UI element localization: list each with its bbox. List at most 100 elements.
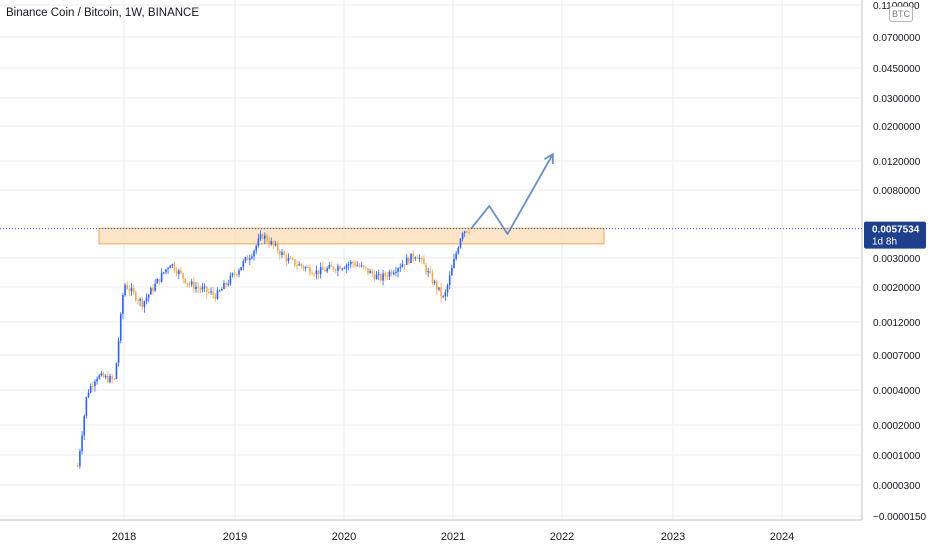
candle-body: [257, 238, 260, 246]
candle-body: [315, 270, 318, 275]
candle-body: [384, 273, 386, 276]
candle-body: [270, 241, 273, 245]
candle-body: [169, 265, 171, 269]
candle-body: [332, 266, 335, 270]
candle-body: [244, 257, 247, 262]
candle-body: [397, 268, 399, 272]
candle-body: [429, 270, 432, 273]
candle-body: [111, 376, 113, 379]
symbol-title[interactable]: Binance Coin / Bitcoin, 1W, BINANCE: [6, 7, 200, 19]
candle-body: [98, 375, 101, 379]
current-price-value: 0.0057534: [872, 225, 920, 236]
candle-body: [259, 234, 262, 239]
candle-body: [457, 247, 460, 254]
candle-body: [89, 385, 92, 393]
candle-body: [173, 264, 176, 271]
candle-body: [190, 281, 193, 285]
candle-body: [386, 275, 389, 277]
candle-body: [195, 286, 197, 289]
candle-body: [352, 261, 354, 264]
candle-body: [414, 257, 417, 259]
candle-body: [423, 258, 425, 265]
y-tick-label: 0.0012000: [873, 318, 921, 329]
candle-body: [326, 268, 328, 272]
candle-body: [208, 291, 210, 293]
y-tick-label: 0.0002000: [873, 421, 921, 432]
candle-body: [203, 286, 206, 288]
candle-body: [433, 281, 436, 283]
y-tick-label: 0.0000300: [873, 481, 921, 492]
candle-body: [130, 287, 133, 292]
candle-body: [115, 362, 118, 379]
candle-body: [382, 273, 384, 281]
candle-body: [201, 287, 204, 290]
candle-body: [377, 273, 380, 275]
candle-body: [107, 375, 109, 383]
x-tick-label: 2018: [112, 531, 136, 543]
candle-body: [152, 287, 154, 291]
currency-badge[interactable]: BTC: [889, 6, 913, 22]
candle-body: [238, 270, 240, 275]
candle-body: [79, 451, 81, 467]
candle-body: [448, 275, 451, 286]
candle-body: [100, 373, 103, 376]
candle-body: [251, 256, 253, 259]
candle-body: [309, 267, 311, 274]
candle-body: [461, 233, 464, 239]
candle-body: [135, 291, 137, 301]
candle-body: [167, 268, 169, 270]
candle-body: [175, 270, 178, 274]
candle-body: [360, 265, 363, 267]
candle-body: [298, 264, 300, 266]
candle-body: [165, 269, 167, 273]
candle-body: [304, 267, 307, 269]
candle-body: [87, 392, 90, 398]
candle-body: [268, 241, 270, 245]
projection-arrowhead: [543, 153, 554, 165]
candle-body: [109, 376, 111, 383]
candle-body: [373, 273, 376, 280]
candle-body: [343, 268, 346, 270]
candle-body: [341, 268, 343, 270]
y-tick-label: 0.0030000: [873, 254, 921, 265]
candle-body: [266, 235, 268, 242]
candle-body: [393, 272, 395, 275]
candle-body: [141, 298, 144, 308]
candle-body: [291, 258, 294, 260]
candle-body: [233, 273, 236, 275]
bar-countdown: 1d 8h: [872, 237, 897, 248]
candle-body: [425, 264, 427, 273]
candle-body: [405, 257, 408, 265]
candle-body: [313, 274, 316, 276]
candle-body: [248, 258, 251, 261]
candle-body: [156, 278, 159, 284]
candle-body: [212, 291, 214, 295]
candle-body: [253, 250, 255, 257]
candle-body: [420, 258, 423, 260]
candle-body: [399, 267, 402, 269]
candle-body: [442, 296, 445, 298]
candle-body: [221, 289, 223, 291]
candle-body: [324, 269, 326, 272]
candle-body: [264, 235, 266, 239]
candle-body: [410, 253, 412, 263]
candle-body: [300, 264, 303, 267]
candle-body: [436, 281, 438, 290]
candle-body: [466, 231, 468, 233]
candle-body: [199, 288, 202, 290]
candle-body: [214, 294, 217, 299]
candle-body: [227, 283, 230, 285]
candle-body: [356, 265, 359, 267]
candle-body: [137, 300, 139, 302]
candle-body: [210, 291, 212, 293]
candle-body: [132, 287, 135, 292]
price-badge: [864, 221, 926, 249]
candle-body: [154, 283, 156, 291]
candle-body: [416, 257, 419, 259]
candle-body: [158, 278, 161, 282]
candle-body: [453, 258, 455, 268]
candle-body: [102, 373, 105, 378]
x-tick-label: 2019: [223, 531, 247, 543]
candle-body: [339, 266, 341, 270]
